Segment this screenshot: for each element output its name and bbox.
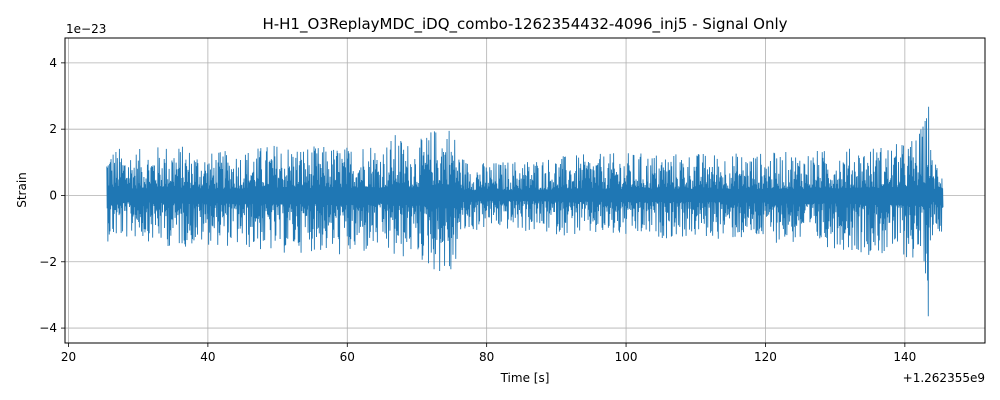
strain-series-line (106, 106, 944, 317)
x-tick-label: 20 (61, 350, 76, 364)
x-tick-label: 40 (200, 350, 215, 364)
x-tick-label: 120 (754, 350, 777, 364)
y-axis-label: Strain (15, 172, 29, 208)
x-tick-label: 100 (615, 350, 638, 364)
y-tick-label: 0 (49, 188, 57, 202)
x-axis-label: Time [s] (500, 371, 550, 385)
data-series (106, 106, 944, 317)
x-tick-label: 80 (479, 350, 494, 364)
y-tick-label: 2 (49, 122, 57, 136)
y-tick-label: −4 (39, 321, 57, 335)
y-tick-label: −2 (39, 255, 57, 269)
ticks: 20 40 60 80 100 120 140 −4 −2 0 2 4 (39, 56, 916, 364)
x-tick-label: 140 (893, 350, 916, 364)
plot-frame (64, 37, 986, 344)
x-offset-label: +1.262355e9 (903, 371, 985, 385)
y-tick-label: 4 (49, 56, 57, 70)
x-tick-label: 60 (340, 350, 355, 364)
chart-title: H-H1_O3ReplayMDC_iDQ_combo-1262354432-40… (262, 15, 787, 34)
y-scale-label: 1e−23 (66, 22, 106, 36)
